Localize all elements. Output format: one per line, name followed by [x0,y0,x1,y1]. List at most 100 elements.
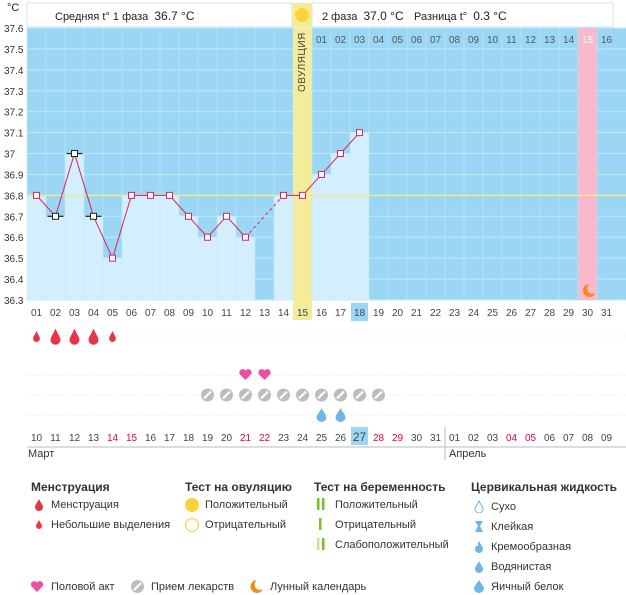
legend-pregnancy-positive: Положительный [335,499,418,511]
calendar-date-label: 01 [449,433,461,444]
top-day-labels: 01 02 03 04 05 06 07 08 09 10 11 12 13 14 15 16 [316,35,613,46]
y-tick-label: 37 [4,150,16,161]
temperature-bar [217,216,236,300]
temperature-bar [160,195,179,300]
temperature-bar [65,153,84,300]
top-day-label: 10 [487,35,499,46]
month-april: Апрель [449,448,487,460]
legend-medication: Прием лекарств [151,581,235,593]
temperature-bar [312,174,331,300]
pill-line [374,390,383,400]
temperature-point [128,191,135,199]
legend-creamy: Кремообразная [491,541,572,553]
cycle-day-label: 16 [316,308,328,319]
cycle-day-label: 23 [449,308,461,319]
cycle-day-label: 01 [31,308,43,319]
calendar-date-label: 30 [411,433,423,444]
phase1-label: Средняя t° 1 фаза [55,11,149,23]
cycle-day-label: 17 [335,308,347,319]
calendar-date-label: 28 [373,433,385,444]
temperature-bar [350,132,369,300]
temperature-point [242,233,249,241]
y-axis-labels: 36.3 36.4 36.5 36.6 36.7 36.8 36.9 37 37.1 37.2 37… [4,24,24,307]
calendar-date-label: 17 [164,433,176,444]
cycle-day-label: 03 [69,308,81,319]
cycle-day-label: 24 [468,308,480,319]
calendar-date-label: 22 [259,433,271,444]
top-day-label: 12 [525,35,537,46]
dry-icon [474,500,484,513]
temperature-point [166,191,173,199]
top-day-label: 14 [563,35,575,46]
cycle-day-label: 12 [240,308,252,319]
cycle-day-label: 06 [126,308,138,319]
calendar-date-label: 09 [601,433,613,444]
temperature-segment [55,153,75,217]
y-tick-label: 36.5 [4,254,24,265]
calendar-date-label: 05 [525,433,537,444]
legend-pregnancy-weak: Слабоположительный [335,539,449,551]
small-blood-drop-icon [36,520,42,529]
calendar-date-label: 02 [468,433,480,444]
cycle-day-label: 14 [278,308,290,319]
calendar-date-label: 21 [240,433,252,444]
chart-header [26,2,614,28]
temperature-bar [27,195,46,300]
sun-icon [295,8,309,22]
calendar-date-labels: 10 11 12 13 14 15 16 17 18 19 20 21 22 23 24 25 26 27 28 29… [27,427,626,460]
pill-line [222,390,231,400]
phase1-value: 36.7 °C [154,9,195,23]
phase2-value: 37.0 °C [363,9,404,23]
calendar-date-label: 04 [506,433,518,444]
temperature-segment [93,216,113,259]
legend-ovulation-test-title: Тест на овуляцию [185,480,292,494]
calendar-date-label: 12 [69,433,81,444]
top-day-label: 02 [335,35,347,46]
temperature-point [280,191,287,199]
calendar-date-label: 13 [88,433,100,444]
fluid-drop-icon [316,408,327,422]
calendar-date-label: 23 [278,433,290,444]
temperature-bar [331,153,350,300]
temperature-point [52,212,59,220]
cycle-day-label: 22 [430,308,442,319]
sticky-icon [475,521,483,532]
temperature-bar [84,216,103,300]
temperature-point [204,233,211,241]
today-highlight [351,427,368,445]
legend-menstruation-item: Менструация [51,499,119,511]
y-tick-label: 36.9 [4,170,24,181]
blood-drop-icon [88,328,99,345]
cycle-day-label: 15 [297,308,309,319]
top-day-label: 06 [411,35,423,46]
pill-line [260,390,269,400]
top-day-label: 13 [544,35,556,46]
y-tick-label: 36.7 [4,212,24,223]
heart-icon [30,581,44,592]
top-day-label: 16 [601,35,613,46]
ovulation-positive-icon [185,498,199,512]
calendar-date-label: 15 [126,433,138,444]
phase1-average: Средняя t° 1 фаза 36.7 °C [55,9,195,23]
cycle-day-label: 09 [183,308,195,319]
calendar-date-label: 08 [582,433,594,444]
pill-icon [131,580,144,593]
watery-icon [475,561,483,573]
y-tick-label: 36.8 [4,191,24,202]
pregnancy-negative-icon [319,518,322,530]
legend-egg-white: Яичный белок [491,581,564,593]
cycle-day-label: 30 [582,308,594,319]
temperature-point [71,150,78,158]
marker-rows [27,284,626,422]
top-day-label: 08 [449,35,461,46]
temperature-point [185,212,192,220]
temperature-bar [141,195,160,300]
ovulation-band [293,28,312,320]
day-gridlines [26,28,598,300]
current-day-highlight [351,303,368,321]
cycle-day-label: 13 [259,308,271,319]
temperature-point [356,129,363,137]
temperature-bar [236,237,255,300]
moon-icon [583,284,596,298]
calendar-date-label: 18 [183,433,195,444]
